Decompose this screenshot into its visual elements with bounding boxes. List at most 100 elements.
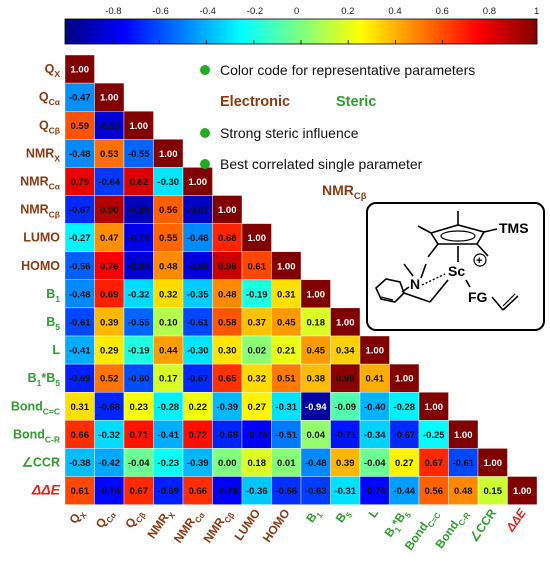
heatmap-cell-label: 1.00 — [366, 346, 385, 357]
colorbar-tick-label: 0.8 — [483, 6, 496, 17]
heatmap-cell-label: -0.40 — [364, 402, 386, 413]
heatmap-cell-label: 0.56 — [425, 486, 444, 497]
charge-icon — [473, 253, 487, 267]
heatmap-cell — [330, 335, 361, 365]
best-param-main: NMR — [322, 182, 354, 198]
row-label: QCα — [39, 90, 61, 107]
heatmap-cell-label: 0.31 — [277, 289, 296, 300]
heatmap-cell-label: 1.00 — [159, 149, 178, 160]
heatmap-cell — [418, 476, 449, 505]
heatmap-cell-label: -0.23 — [157, 458, 179, 469]
heatmap-cell — [330, 448, 361, 477]
heatmap-cell-label: 1.00 — [513, 486, 532, 497]
heatmap-cell-label: 1.00 — [248, 233, 267, 244]
heatmap-cell — [123, 110, 154, 140]
heatmap-cell — [123, 307, 154, 337]
heatmap-cell-label: 1.00 — [189, 177, 208, 188]
heatmap-cell — [359, 476, 390, 505]
legend: Color code for representative parameters… — [200, 62, 475, 202]
row-label: NMRX — [26, 146, 60, 163]
heatmap-cell-label: 0.04 — [307, 430, 326, 441]
heatmap-cell — [153, 167, 184, 196]
heatmap-cell-label: -0.31 — [275, 402, 297, 413]
heatmap-cell — [94, 307, 125, 337]
heatmap-cell — [389, 448, 420, 477]
heatmap-cell-label: 0.18 — [307, 317, 326, 328]
colorbar-tick-label: -0.6 — [152, 6, 168, 17]
heatmap-cell — [94, 420, 125, 449]
heatmap-cell-label: -0.04 — [364, 458, 386, 469]
row-label: L — [52, 343, 60, 357]
heatmap-cell-label: -0.69 — [157, 486, 179, 497]
heatmap-cell-label: 0.48 — [159, 261, 178, 272]
heatmap-cell-label: -0.48 — [69, 149, 91, 160]
colorbar-tick-label: -0.8 — [105, 6, 121, 17]
heatmap-cell-label: -0.51 — [275, 430, 297, 441]
heatmap-cell — [94, 223, 125, 252]
heatmap-cell-label: 0.61 — [71, 486, 90, 497]
heatmap-cell-label: 0.65 — [218, 374, 237, 385]
heatmap-cell-label: 0.44 — [159, 346, 178, 357]
heatmap-cell-label: -0.76 — [216, 486, 238, 497]
heatmap-cell-label: -0.41 — [157, 430, 179, 441]
heatmap-cell-label: 0.90 — [100, 205, 119, 216]
heatmap-cell — [182, 363, 213, 393]
heatmap-cell-label: 0.45 — [307, 346, 326, 357]
heatmap-cell-label: 0.31 — [71, 402, 90, 413]
heatmap-cell-label: -0.66 — [275, 486, 297, 497]
heatmap-cell — [64, 392, 95, 421]
heatmap-cell-label: -0.63 — [305, 486, 327, 497]
legend-best-parameter: NMRCβ — [322, 182, 367, 202]
heatmap-cell-label: -0.42 — [98, 458, 120, 469]
heatmap-cell-label: 0.23 — [130, 402, 149, 413]
heatmap-cell — [212, 251, 243, 280]
heatmap-cell — [448, 420, 479, 449]
heatmap-cell-label: 1.00 — [425, 402, 444, 413]
heatmap-cell-label: 0.17 — [159, 374, 178, 385]
heatmap-cell-label: -0.30 — [187, 346, 209, 357]
heatmap-cell — [64, 307, 95, 337]
heatmap-cell-label: 0.76 — [100, 261, 119, 272]
heatmap-cell-label: -0.79 — [128, 233, 150, 244]
heatmap-cell — [123, 251, 154, 280]
heatmap-cell-label: -0.67 — [69, 205, 91, 216]
heatmap-cell-label: 0.48 — [218, 289, 237, 300]
row-label: NMRCβ — [20, 203, 60, 220]
heatmap-cell — [182, 251, 213, 280]
heatmap-cell — [241, 476, 272, 505]
heatmap-cell — [94, 139, 125, 168]
heatmap-cell — [389, 420, 420, 449]
heatmap-cell-label: -0.30 — [157, 177, 179, 188]
heatmap-cell-label: 0.71 — [130, 430, 149, 441]
heatmap-cell — [94, 448, 125, 477]
heatmap-cell-label: -0.84 — [128, 261, 150, 272]
heatmap-cell — [212, 392, 243, 421]
heatmap-cell — [123, 335, 154, 365]
heatmap-cell-label: 0.48 — [454, 486, 473, 497]
row-labels: QX QCα QCβ NMRX NMRCα NMRCβ LUMO HOMO B1 B5 L B1*B5… — [11, 62, 61, 497]
heatmap-cell-label: 0.53 — [100, 149, 119, 160]
heatmap-cell — [64, 139, 95, 168]
heatmap-cell-label: -0.55 — [128, 317, 150, 328]
row-label: ∠CCR — [22, 455, 60, 469]
heatmap-cell-label: 1.00 — [484, 458, 503, 469]
heatmap-cell-label: 0.34 — [336, 346, 355, 357]
bullet-icon — [200, 159, 210, 169]
heatmap: 1.00 -0.47 1.00 0.59 -0.83 1.00 -0.48 0.53 -0.55… — [64, 54, 538, 505]
heatmap-cell — [448, 448, 479, 477]
heatmap-cell — [241, 279, 272, 309]
row-label: BondC=C — [11, 399, 60, 416]
heatmap-cell — [94, 363, 125, 393]
heatmap-cell-label: -0.04 — [128, 458, 150, 469]
colorbar-tick-label: -0.4 — [200, 6, 216, 17]
heatmap-cell-label: -0.61 — [187, 317, 209, 328]
fg-label: FG — [468, 289, 488, 305]
heatmap-cell — [389, 476, 420, 505]
heatmap-cell-label: 1.00 — [277, 261, 296, 272]
heatmap-cell-label: -0.55 — [128, 149, 150, 160]
heatmap-cell-label: -0.64 — [98, 177, 120, 188]
heatmap-cell-label: 0.27 — [395, 458, 414, 469]
heatmap-cell-label: 0.56 — [159, 205, 178, 216]
heatmap-cell — [64, 110, 95, 140]
